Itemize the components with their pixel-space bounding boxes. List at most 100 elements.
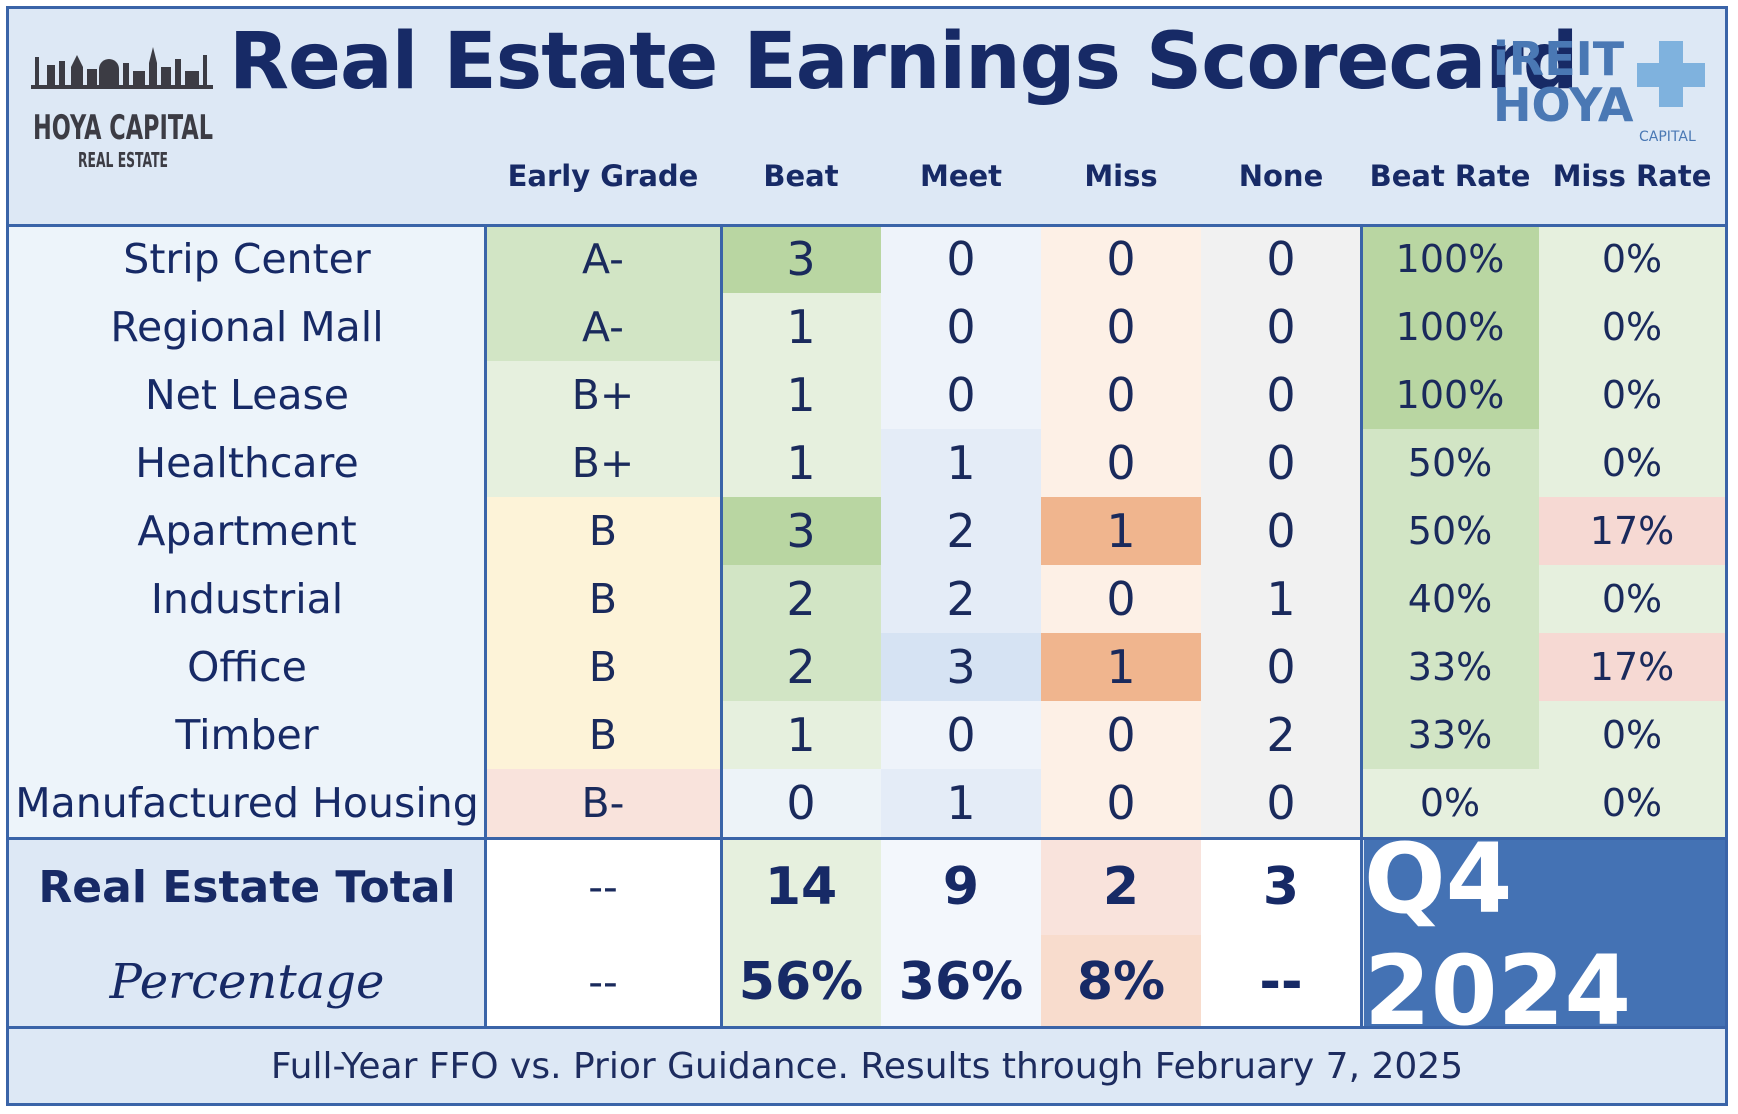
miss-cell: 0: [1041, 565, 1201, 633]
none-cell: 1: [1201, 565, 1361, 633]
miss-cell: 0: [1041, 225, 1201, 293]
miss-rate-cell: 0%: [1539, 361, 1725, 429]
sector-label: Industrial: [9, 565, 485, 633]
beat-cell: 1: [721, 361, 881, 429]
sector-label: Regional Mall: [9, 293, 485, 361]
total-miss: 2: [1041, 840, 1201, 935]
logo-left-line1: HOYA CAPITAL: [33, 108, 213, 148]
miss-rate-cell: 0%: [1539, 565, 1725, 633]
percentage-none: --: [1201, 934, 1361, 1029]
total-none: 3: [1201, 840, 1361, 935]
grade-cell: B+: [485, 429, 721, 497]
divider-grade: [720, 225, 723, 1029]
beat-cell: 3: [721, 225, 881, 293]
logo-right-line2: HOYA: [1493, 78, 1634, 132]
beat-cell: 2: [721, 565, 881, 633]
beat-cell: 2: [721, 633, 881, 701]
beat-rate-cell: 100%: [1361, 225, 1539, 293]
divider-sector: [484, 225, 487, 1029]
miss-rate-cell: 0%: [1539, 769, 1725, 837]
totals-divider: [9, 837, 1725, 840]
meet-cell: 3: [881, 633, 1041, 701]
total-beat: 14: [721, 840, 881, 935]
col-header-meet: Meet: [919, 159, 1003, 193]
header: HOYA CAPITAL REAL ESTATE Real Estate Ear…: [9, 9, 1725, 225]
miss-cell: 1: [1041, 497, 1201, 565]
beat-rate-cell: 100%: [1361, 293, 1539, 361]
grade-cell: B: [485, 701, 721, 769]
miss-rate-cell: 0%: [1539, 701, 1725, 769]
meet-cell: 0: [881, 701, 1041, 769]
miss-rate-cell: 0%: [1539, 429, 1725, 497]
meet-cell: 1: [881, 769, 1041, 837]
none-cell: 0: [1201, 225, 1361, 293]
ireit-hoya-logo: iREIT HOYA CAPITAL: [1493, 32, 1705, 145]
beat-rate-cell: 0%: [1361, 769, 1539, 837]
none-cell: 0: [1201, 497, 1361, 565]
none-cell: 2: [1201, 701, 1361, 769]
col-header-miss-rate: Miss Rate: [1552, 159, 1712, 193]
plus-icon: [1637, 41, 1705, 107]
beat-cell: 3: [721, 497, 881, 565]
miss-cell: 0: [1041, 769, 1201, 837]
col-header-miss: Miss: [1084, 159, 1158, 193]
scorecard-card: HOYA CAPITAL REAL ESTATE Real Estate Ear…: [6, 6, 1728, 1106]
beat-rate-cell: 33%: [1361, 633, 1539, 701]
grade-cell: B: [485, 633, 721, 701]
sector-label: Healthcare: [9, 429, 485, 497]
percentage-grade: --: [485, 934, 721, 1029]
sector-label: Timber: [9, 701, 485, 769]
period-badge: Q4 2024: [1364, 823, 1725, 1047]
beat-cell: 1: [721, 701, 881, 769]
percentage-meet: 36%: [881, 934, 1041, 1029]
miss-rate-cell: 0%: [1539, 225, 1725, 293]
none-cell: 0: [1201, 429, 1361, 497]
miss-cell: 0: [1041, 293, 1201, 361]
miss-cell: 0: [1041, 429, 1201, 497]
meet-cell: 0: [881, 361, 1041, 429]
skyline-icon: [31, 47, 213, 89]
miss-cell: 0: [1041, 701, 1201, 769]
beat-rate-cell: 100%: [1361, 361, 1539, 429]
meet-cell: 1: [881, 429, 1041, 497]
logo-left-line2: REAL ESTATE: [78, 148, 168, 172]
col-header-none: None: [1238, 159, 1324, 193]
miss-rate-cell: 0%: [1539, 293, 1725, 361]
miss-cell: 0: [1041, 361, 1201, 429]
percentage-label: Percentage: [9, 934, 485, 1029]
beat-rate-cell: 40%: [1361, 565, 1539, 633]
none-cell: 0: [1201, 633, 1361, 701]
sector-label: Strip Center: [9, 225, 485, 293]
meet-cell: 0: [881, 225, 1041, 293]
miss-cell: 1: [1041, 633, 1201, 701]
grade-cell: B: [485, 497, 721, 565]
page-title: Real Estate Earnings Scorecard: [229, 17, 1579, 107]
beat-cell: 1: [721, 429, 881, 497]
miss-rate-cell: 17%: [1539, 497, 1725, 565]
beat-cell: 1: [721, 293, 881, 361]
percentage-beat: 56%: [721, 934, 881, 1029]
footer-divider: [9, 1026, 1725, 1029]
miss-rate-cell: 17%: [1539, 633, 1725, 701]
total-label: Real Estate Total: [9, 840, 485, 935]
logo-right-line1: iREIT: [1493, 32, 1625, 86]
grade-cell: A-: [485, 225, 721, 293]
grade-cell: B-: [485, 769, 721, 837]
table-top-divider: [9, 224, 1725, 227]
sector-label: Manufactured Housing: [9, 769, 485, 837]
total-grade: --: [485, 840, 721, 935]
percentage-miss: 8%: [1041, 934, 1201, 1029]
beat-cell: 0: [721, 769, 881, 837]
meet-cell: 0: [881, 293, 1041, 361]
divider-none: [1360, 225, 1363, 1029]
sector-label: Office: [9, 633, 485, 701]
beat-rate-cell: 50%: [1361, 429, 1539, 497]
footer-note: Full-Year FFO vs. Prior Guidance. Result…: [9, 1029, 1725, 1103]
none-cell: 0: [1201, 769, 1361, 837]
col-header-beat: Beat: [763, 159, 839, 193]
col-header-grade: Early Grade: [507, 159, 699, 193]
none-cell: 0: [1201, 361, 1361, 429]
beat-rate-cell: 33%: [1361, 701, 1539, 769]
beat-rate-cell: 50%: [1361, 497, 1539, 565]
scorecard-table: Strip Center A- 3 0 0 0 100% 0% Regional Mall A- 1…: [9, 224, 1725, 1047]
